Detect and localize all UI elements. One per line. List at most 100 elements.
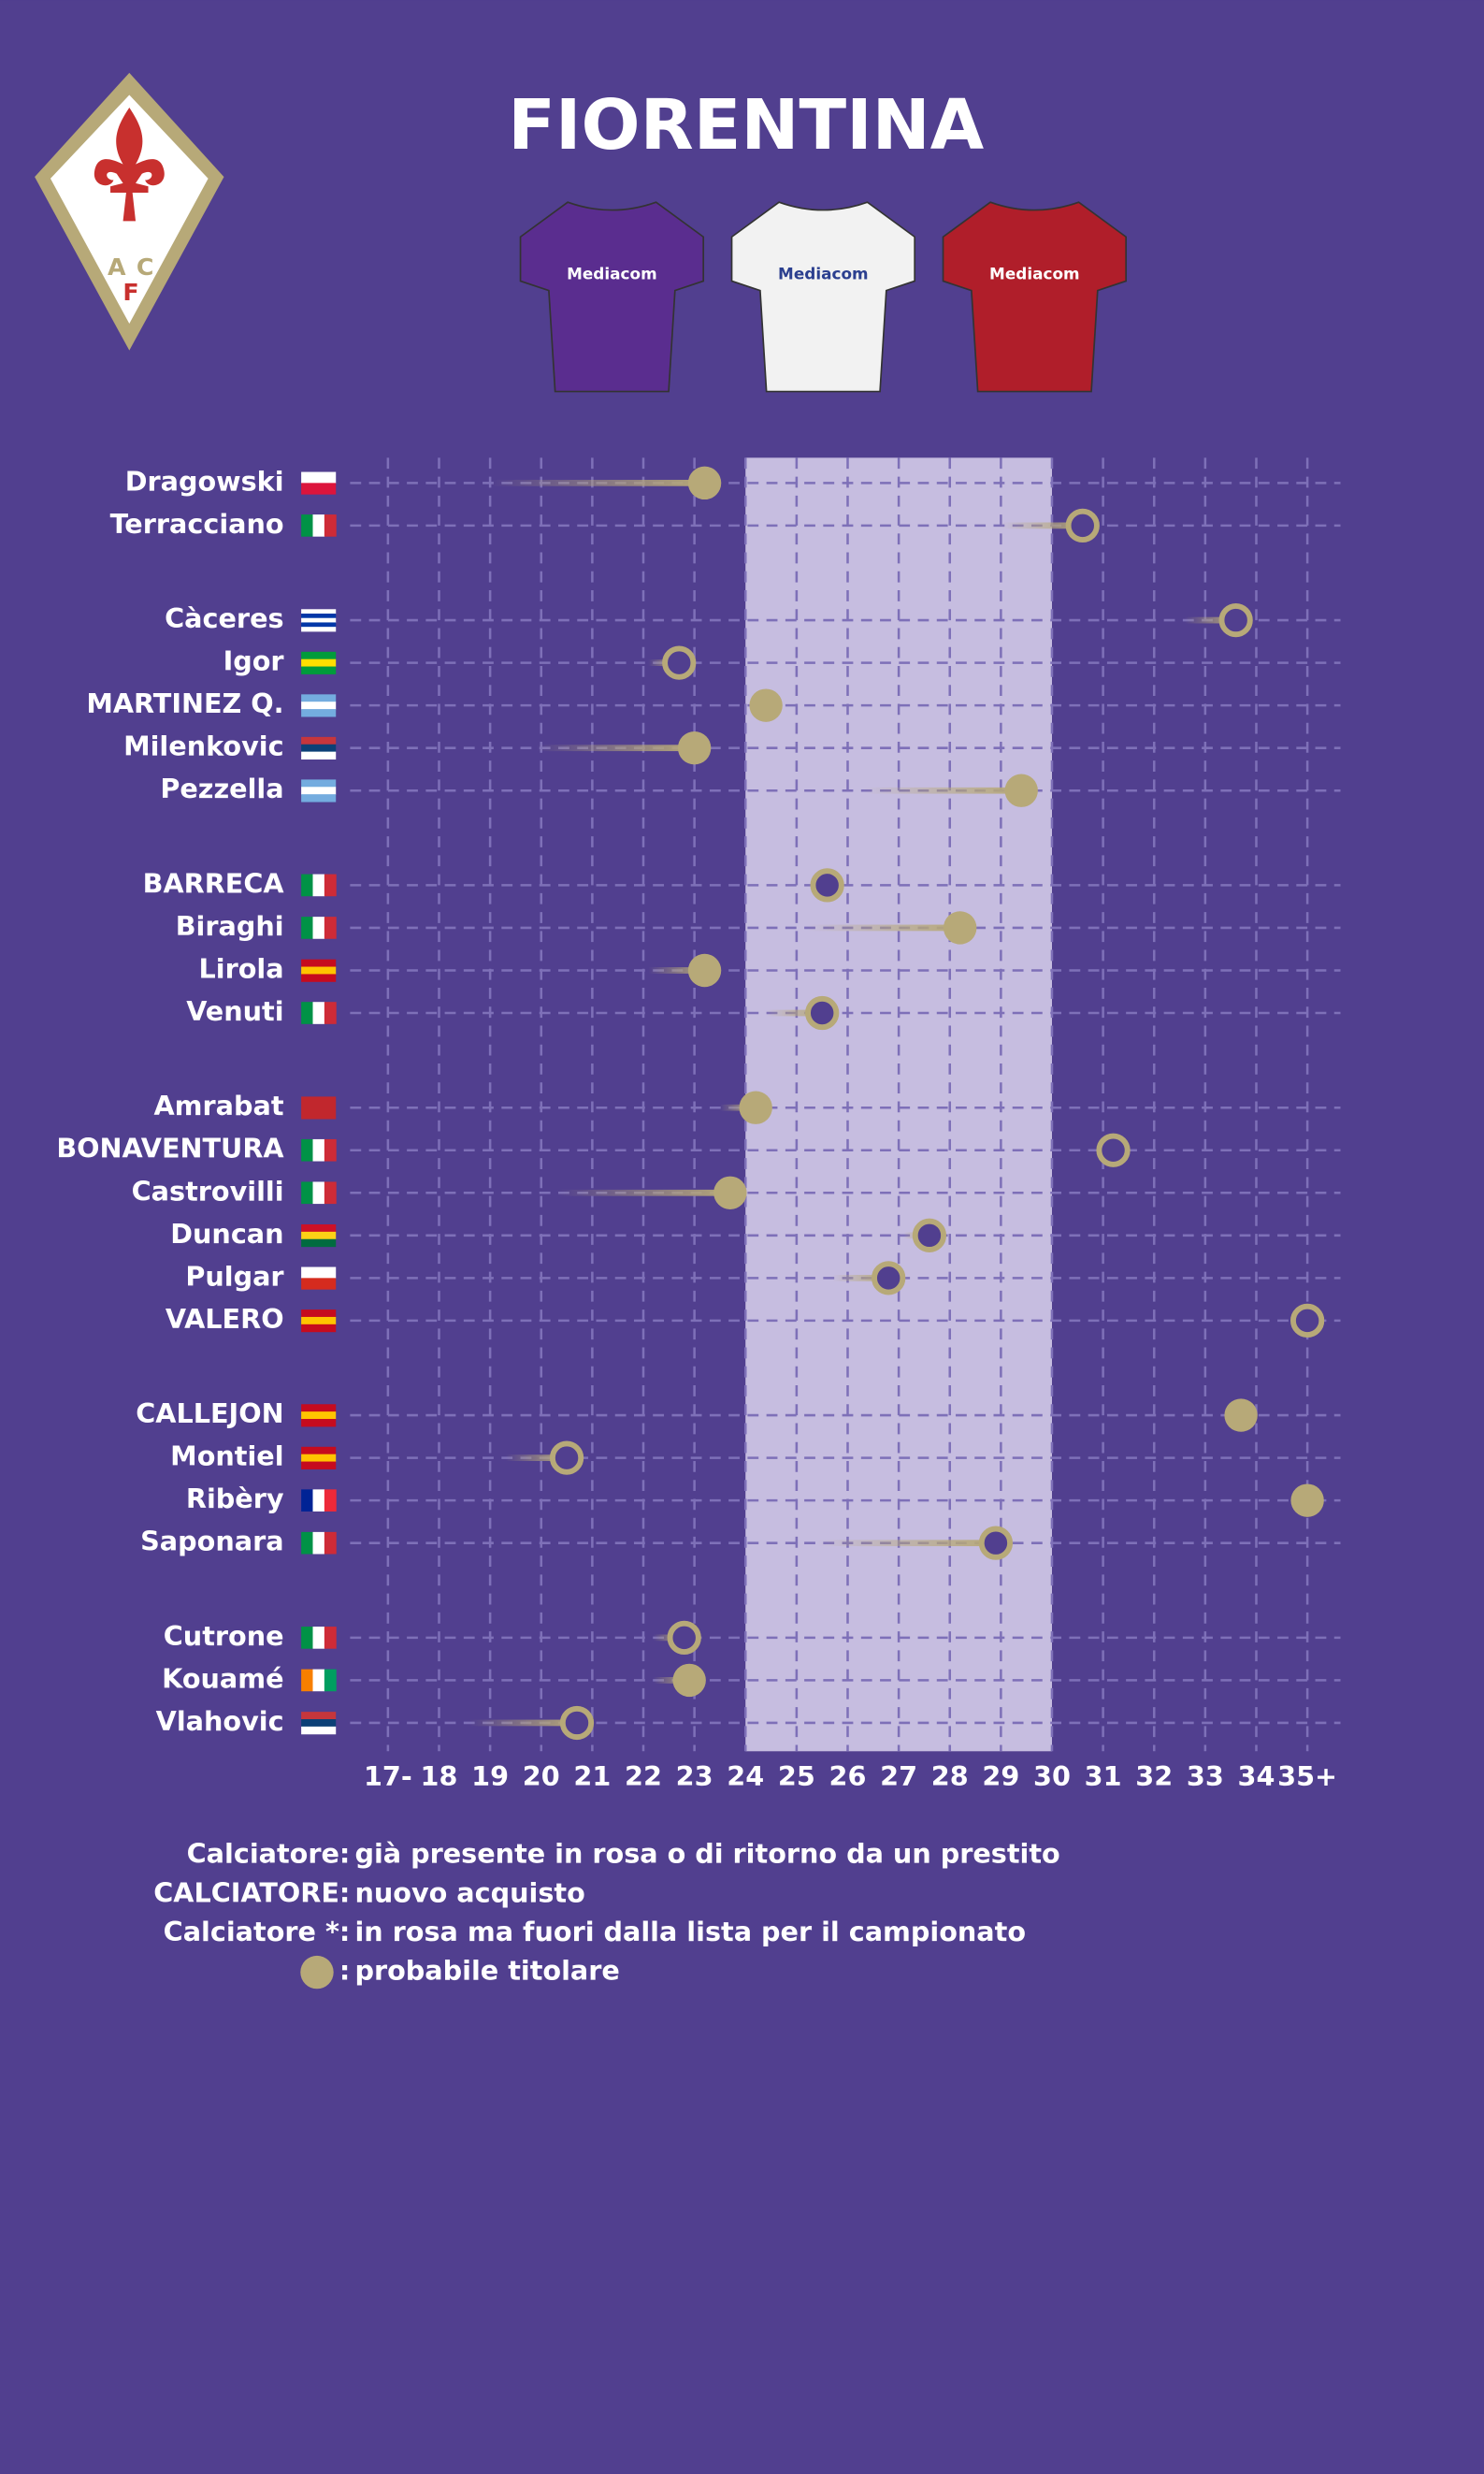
- legend-text: nuovo acquisto: [354, 1876, 584, 1908]
- x-tick-label: 33: [1187, 1760, 1224, 1792]
- kit: Mediacom: [519, 201, 705, 393]
- marker: [559, 1705, 595, 1741]
- flag-stripe: [301, 658, 337, 668]
- marker-starter: [713, 1176, 747, 1209]
- player-name: Càceres: [165, 602, 283, 634]
- flag: [301, 609, 337, 632]
- player-name: MARTINEZ Q.: [86, 687, 283, 719]
- marker: [1065, 508, 1100, 543]
- x-tick-label: 26: [829, 1760, 867, 1792]
- flag: [301, 1627, 337, 1649]
- flag-stripe: [301, 514, 313, 537]
- flag-stripe: [312, 1627, 325, 1649]
- marker-starter: [677, 731, 712, 765]
- marker-starter: [687, 953, 722, 988]
- marker: [662, 645, 697, 680]
- tail: [1001, 522, 1083, 529]
- flag-stripe: [301, 1324, 337, 1333]
- kit: Mediacom: [730, 201, 916, 393]
- x-tick-label: 23: [676, 1760, 713, 1792]
- marker: [810, 868, 844, 903]
- marker: [667, 1620, 701, 1656]
- tail: [832, 1274, 889, 1281]
- flag-stripe: [301, 609, 337, 615]
- flag-stripe: [301, 1419, 337, 1427]
- flag: [301, 694, 337, 717]
- kit-sponsor: Mediacom: [778, 265, 869, 283]
- flag: [301, 1712, 337, 1735]
- tail: [816, 1540, 996, 1547]
- player-name: Igor: [223, 645, 285, 677]
- flag: [301, 1531, 337, 1555]
- player-name: BONAVENTURA: [56, 1133, 284, 1165]
- flag-stripe: [324, 1627, 337, 1649]
- x-tick-label: 17-: [364, 1760, 412, 1792]
- flag: [301, 1266, 337, 1290]
- player-name: BARRECA: [143, 867, 285, 899]
- player-name: Duncan: [170, 1218, 283, 1250]
- tail: [719, 1104, 756, 1111]
- logo-letter: C: [137, 253, 154, 281]
- flag-stripe: [301, 736, 337, 745]
- player-name: Vlahovic: [156, 1705, 284, 1737]
- flag-stripe: [301, 1266, 337, 1279]
- flag-stripe: [301, 1712, 337, 1720]
- flag-stripe: [301, 787, 337, 795]
- x-tick-label: 19: [471, 1760, 509, 1792]
- x-tick-label: 24: [727, 1760, 764, 1792]
- flag-stripe: [312, 1531, 325, 1555]
- x-tick-label: 18: [421, 1760, 458, 1792]
- legend-text: probabile titolare: [354, 1955, 619, 1987]
- legend-key: Calciatore:: [187, 1838, 351, 1870]
- flag-stripe: [301, 709, 337, 717]
- player-name: Castrovilli: [132, 1175, 284, 1207]
- player-name: Montiel: [170, 1440, 283, 1472]
- flag-stripe: [312, 1002, 325, 1024]
- marker: [1218, 602, 1253, 638]
- flag: [301, 1181, 337, 1205]
- player-name: Dragowski: [125, 465, 284, 497]
- flag-stripe: [312, 917, 325, 939]
- legend-text: in rosa ma fuori dalla lista per il camp…: [354, 1916, 1026, 1947]
- flag: [301, 959, 337, 982]
- marker-starter: [739, 1091, 772, 1124]
- x-tick-label: 28: [931, 1760, 969, 1792]
- marker-starter: [672, 1663, 706, 1698]
- flag-stripe: [301, 1669, 313, 1692]
- flag: [301, 514, 337, 537]
- flag-stripe: [301, 779, 337, 788]
- flag-stripe: [301, 1096, 337, 1120]
- flag: [301, 1138, 337, 1162]
- flag-stripe: [301, 1278, 337, 1290]
- flag-stripe: [312, 1181, 325, 1205]
- flag: [301, 1002, 337, 1024]
- legend-text: già presente in rosa o di ritorno da un …: [354, 1838, 1059, 1870]
- flag-stripe: [301, 471, 337, 484]
- flag-stripe: [301, 974, 337, 982]
- kit-shirt: [730, 201, 916, 393]
- marker: [805, 995, 840, 1031]
- flag-stripe: [301, 1181, 313, 1205]
- kit: Mediacom: [942, 201, 1128, 393]
- player-name: Kouamé: [162, 1662, 283, 1694]
- flag-stripe: [301, 1316, 337, 1325]
- kit-shirt: [519, 201, 705, 393]
- flag-stripe: [301, 1002, 313, 1024]
- x-tick-label: 35+: [1277, 1760, 1337, 1792]
- flag-stripe: [301, 1411, 337, 1420]
- flag-stripe: [301, 1531, 313, 1555]
- flag-stripe: [312, 1138, 325, 1162]
- x-tick-label: 20: [523, 1760, 560, 1792]
- tail: [653, 1677, 690, 1684]
- tail: [1185, 616, 1236, 624]
- x-tick-label: 25: [778, 1760, 815, 1792]
- marker-starter: [749, 688, 783, 722]
- flag-stripe: [324, 1138, 337, 1162]
- x-tick-label: 22: [625, 1760, 662, 1792]
- marker: [912, 1218, 947, 1252]
- flag-stripe: [301, 1726, 337, 1735]
- x-tick-label: 27: [880, 1760, 917, 1792]
- marker: [872, 1261, 906, 1295]
